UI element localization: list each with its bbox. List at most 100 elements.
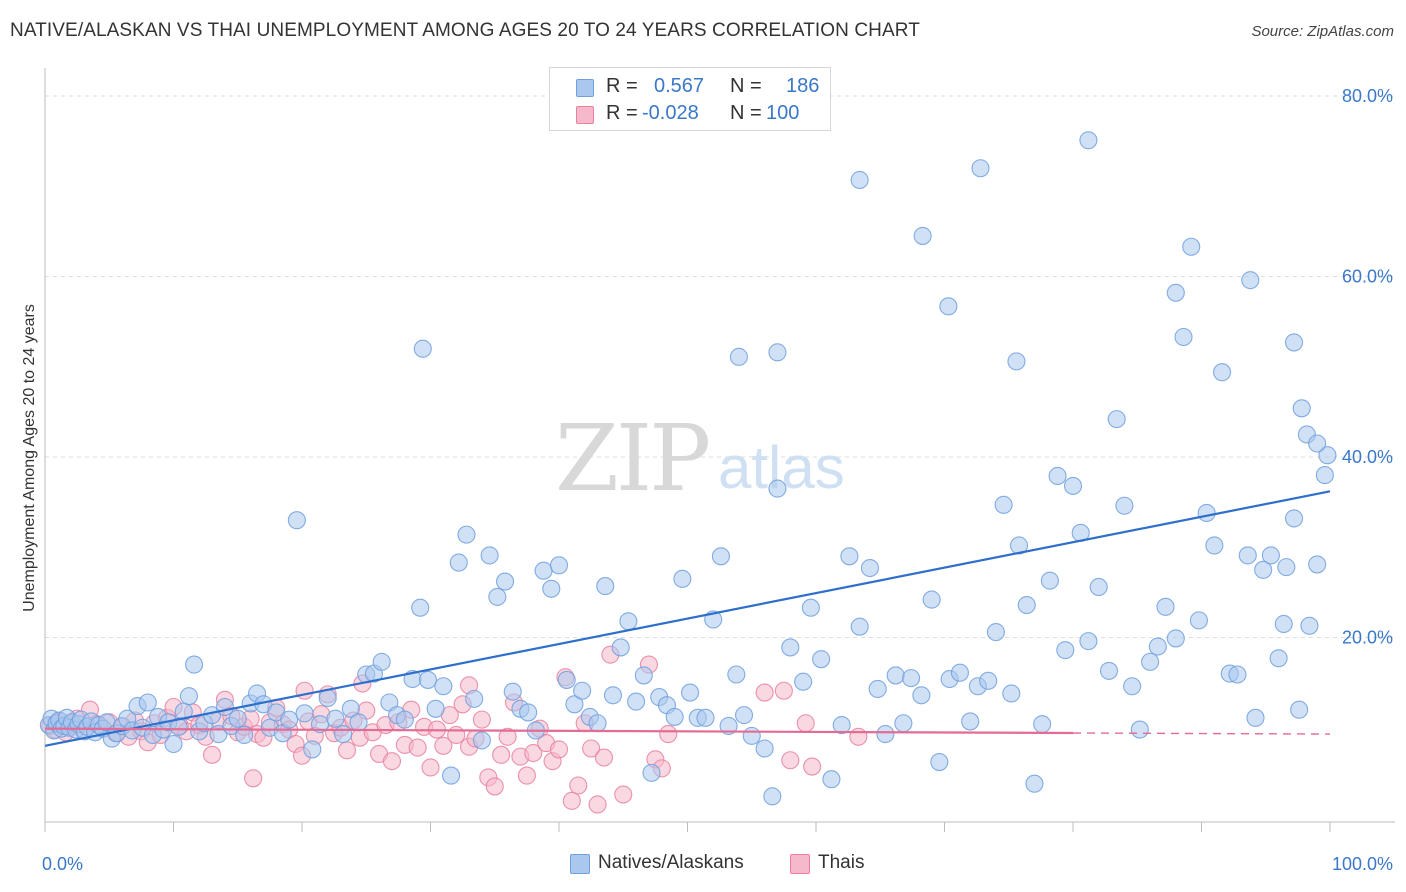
- legend-r-value: 0.567: [654, 75, 705, 97]
- native-point: [734, 706, 754, 725]
- native-point: [1246, 708, 1265, 727]
- native-point: [719, 716, 738, 736]
- native-point: [840, 547, 859, 566]
- native-point: [164, 734, 183, 754]
- thai-point: [492, 745, 511, 764]
- thai-point: [774, 681, 793, 700]
- native-point: [729, 347, 748, 366]
- thai-point: [295, 681, 314, 700]
- legend-swatch-natives: [576, 79, 594, 97]
- native-point: [1017, 595, 1036, 615]
- native-point: [235, 725, 254, 745]
- native-point: [727, 665, 746, 684]
- native-point: [619, 612, 638, 631]
- native-point: [1254, 560, 1273, 579]
- native-point: [1277, 558, 1296, 577]
- watermark-zip: ZIP: [555, 405, 708, 512]
- native-point: [565, 695, 584, 714]
- thais-trend-line-extension: [1072, 732, 1331, 735]
- x-tick-label: 0.0%: [42, 854, 83, 874]
- native-point: [801, 598, 820, 617]
- legend-n-label: N =: [730, 75, 762, 97]
- thai-point: [498, 727, 517, 746]
- native-point: [1166, 283, 1185, 302]
- native-point: [495, 572, 515, 591]
- native-point: [1040, 571, 1059, 590]
- native-point: [768, 343, 787, 362]
- native-point: [1063, 476, 1083, 495]
- native-point: [961, 712, 980, 731]
- native-point: [763, 787, 782, 806]
- native-point: [426, 699, 445, 718]
- native-point: [395, 710, 414, 729]
- thai-point: [408, 738, 427, 757]
- legend-n-value: 186: [786, 75, 820, 97]
- native-point: [1261, 546, 1280, 565]
- native-point: [457, 525, 476, 544]
- native-point: [1197, 503, 1216, 523]
- native-point: [472, 731, 491, 750]
- native-point: [832, 715, 851, 735]
- native-point: [480, 546, 499, 565]
- legend-swatch-thais: [576, 106, 594, 124]
- native-point: [1292, 399, 1311, 418]
- legend-n-label: N =: [730, 102, 762, 124]
- native-point: [812, 650, 831, 669]
- native-point: [1308, 434, 1327, 453]
- native-point: [1115, 496, 1134, 515]
- native-point: [1269, 649, 1288, 668]
- native-point: [696, 708, 715, 727]
- native-point: [876, 725, 895, 744]
- thai-point: [421, 758, 440, 777]
- native-point: [596, 577, 615, 596]
- native-point: [902, 669, 921, 688]
- native-point: [349, 713, 368, 732]
- native-point: [1274, 614, 1293, 634]
- native-point: [341, 699, 360, 718]
- thai-point: [562, 791, 581, 810]
- native-point: [868, 679, 887, 699]
- native-point: [665, 707, 684, 726]
- source-credit: Source: ZipAtlas.com: [1251, 23, 1394, 40]
- native-point: [372, 652, 391, 671]
- native-point: [418, 670, 437, 689]
- thai-point: [244, 769, 263, 788]
- native-point: [185, 655, 204, 674]
- legend-label-thais: Thais: [818, 852, 865, 873]
- thais-trend-line: [44, 727, 1074, 735]
- native-point: [434, 677, 453, 696]
- thai-point: [382, 752, 402, 771]
- native-point: [1213, 363, 1232, 382]
- native-point: [1007, 352, 1026, 371]
- native-point: [986, 623, 1005, 642]
- thai-point: [517, 766, 536, 785]
- native-point: [634, 666, 653, 685]
- native-point: [1189, 611, 1208, 630]
- native-point: [860, 558, 880, 578]
- native-point: [588, 714, 607, 733]
- native-point: [673, 569, 692, 588]
- native-point: [922, 590, 941, 609]
- natives-trend-line: [44, 490, 1331, 747]
- native-point: [627, 692, 646, 711]
- thai-point: [594, 748, 614, 767]
- thai-point: [337, 741, 357, 760]
- y-tick-label: 40.0%: [1342, 447, 1393, 467]
- native-point: [1099, 661, 1119, 680]
- native-point: [549, 556, 569, 575]
- native-point: [1284, 509, 1304, 528]
- native-point: [1290, 700, 1309, 719]
- legend-swatch-natives: [570, 854, 590, 874]
- native-point: [413, 339, 432, 358]
- native-point: [179, 687, 198, 706]
- native-point: [768, 479, 787, 498]
- thai-point: [472, 710, 491, 729]
- legend-swatch-thais: [790, 854, 810, 874]
- thai-point: [434, 736, 453, 755]
- native-point: [1079, 131, 1098, 150]
- native-point: [850, 170, 869, 190]
- native-point: [994, 495, 1013, 514]
- native-point: [1308, 555, 1327, 574]
- thai-point: [803, 757, 822, 776]
